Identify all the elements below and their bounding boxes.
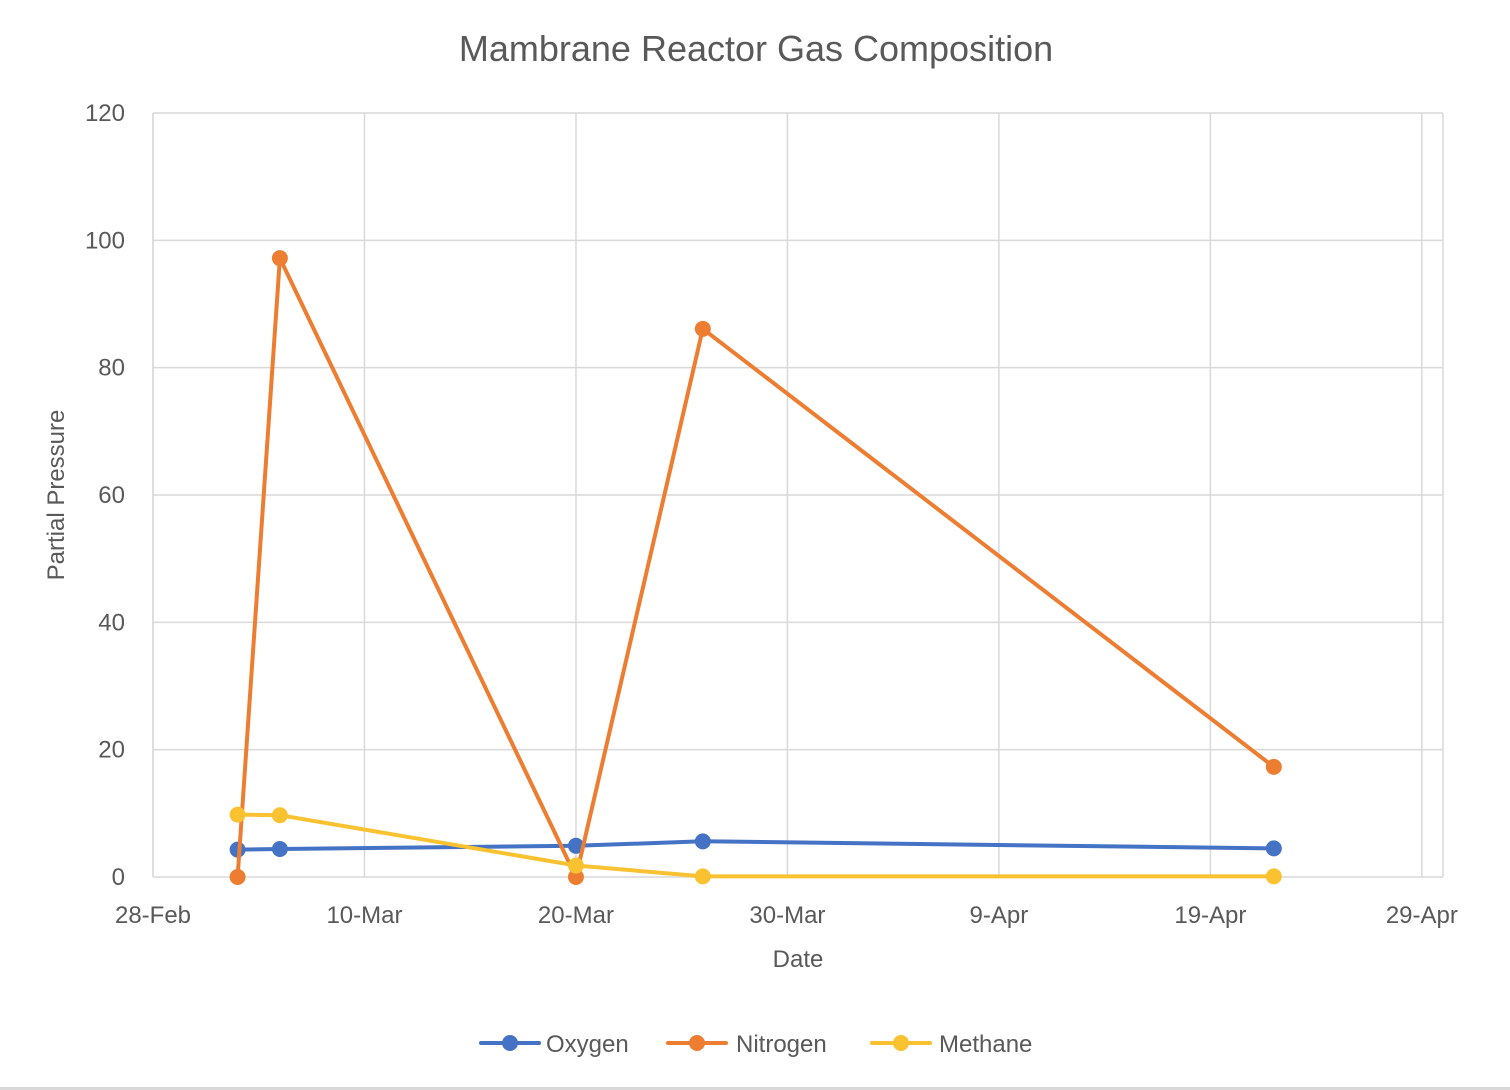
data-point <box>1265 758 1282 775</box>
x-tick-label: 9-Apr <box>970 902 1029 929</box>
y-tick-label: 40 <box>98 609 125 636</box>
data-point <box>229 869 246 885</box>
x-axis-ticks: 28-Feb 10-Mar 20-Mar 30-Mar 9-Apr 19-Apr 29-Ap… <box>115 902 1458 929</box>
x-tick-label: 19-Apr <box>1174 902 1246 929</box>
data-point <box>694 868 711 885</box>
legend: Oxygen Nitrogen Methane <box>479 1031 1032 1058</box>
legend-label: Nitrogen <box>736 1031 827 1058</box>
y-tick-label: 120 <box>85 100 125 127</box>
data-point <box>271 807 288 824</box>
legend-label: Methane <box>939 1031 1032 1058</box>
x-tick-label: 30-Mar <box>749 902 825 929</box>
chart-title: Mambrane Reactor Gas Composition <box>459 28 1053 69</box>
series-nitrogen <box>229 250 1282 885</box>
legend-marker <box>689 1035 705 1051</box>
legend-item-methane: Methane <box>870 1031 1032 1058</box>
y-axis-ticks: 0 20 40 60 80 100 120 <box>85 100 125 891</box>
legend-label: Oxygen <box>546 1031 629 1058</box>
y-tick-label: 0 <box>112 864 125 891</box>
series-lines <box>229 250 1282 885</box>
series-oxygen <box>229 833 1282 858</box>
legend-marker <box>893 1035 909 1051</box>
data-point <box>694 833 711 850</box>
y-tick-label: 20 <box>98 737 125 764</box>
data-point <box>567 837 584 854</box>
data-point <box>271 840 288 857</box>
x-tick-label: 10-Mar <box>326 902 402 929</box>
data-point <box>229 806 246 823</box>
series-line <box>235 256 1276 879</box>
data-point <box>567 869 584 885</box>
series-methane <box>229 806 1282 885</box>
bottom-border <box>0 1087 1510 1090</box>
x-tick-label: 20-Mar <box>538 902 614 929</box>
data-point <box>694 320 711 337</box>
gridlines <box>152 112 1444 878</box>
legend-item-nitrogen: Nitrogen <box>666 1031 827 1058</box>
y-tick-label: 100 <box>85 227 125 254</box>
data-point <box>1265 868 1282 885</box>
data-point <box>1265 840 1282 857</box>
data-point <box>567 857 584 874</box>
y-axis-title: Partial Pressure <box>43 410 70 581</box>
series-line <box>235 839 1276 852</box>
x-axis-title: Date <box>773 946 824 973</box>
y-tick-label: 80 <box>98 355 125 382</box>
x-tick-label: 28-Feb <box>115 902 191 929</box>
y-tick-label: 60 <box>98 482 125 509</box>
legend-item-oxygen: Oxygen <box>479 1031 629 1058</box>
legend-marker <box>502 1035 518 1051</box>
data-point <box>271 250 288 267</box>
x-tick-label: 29-Apr <box>1386 902 1458 929</box>
